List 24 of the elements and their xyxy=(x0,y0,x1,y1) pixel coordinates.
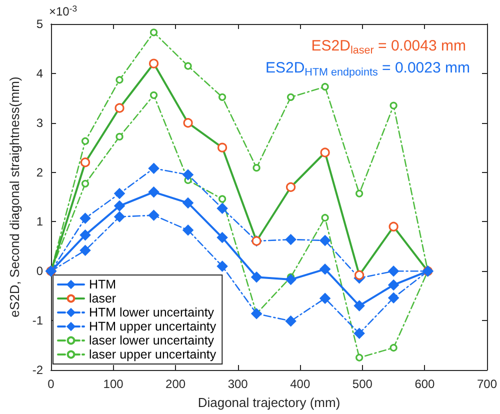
x-tick-label: 700 xyxy=(476,377,498,391)
legend-label: HTM xyxy=(89,278,116,292)
y-tick-label: -2 xyxy=(32,363,44,377)
legend-label: HTM upper uncertainty xyxy=(89,320,217,334)
x-tick-label: 0 xyxy=(48,377,55,391)
y-tick-label: -1 xyxy=(32,314,44,328)
x-tick-label: 400 xyxy=(290,377,310,391)
y-tick-label: 5 xyxy=(36,17,44,31)
y-tick-label: 0 xyxy=(36,264,44,278)
y-axis-title: eS2D, Second diagonal straightness(mm) xyxy=(7,76,22,318)
y-tick-label: 1 xyxy=(36,214,44,229)
y-tick-label: 2 xyxy=(36,165,44,180)
x-tick-label: 600 xyxy=(414,377,436,391)
legend-label: HTM lower uncertainty xyxy=(89,306,215,320)
x-tick-label: 200 xyxy=(166,377,186,391)
legend-label: laser lower uncertainty xyxy=(89,334,215,348)
x-tick-label: 300 xyxy=(228,377,248,391)
x-tick-label: 500 xyxy=(352,377,373,391)
y-tick-label: 3 xyxy=(36,116,44,130)
y-tick-label: 4 xyxy=(36,66,44,80)
legend-label: laser upper uncertainty xyxy=(89,348,217,362)
x-axis-title: Diagonal trajectory (mm) xyxy=(198,395,340,410)
x-tick-label: 100 xyxy=(103,377,124,391)
legend-label: laser xyxy=(89,292,116,306)
